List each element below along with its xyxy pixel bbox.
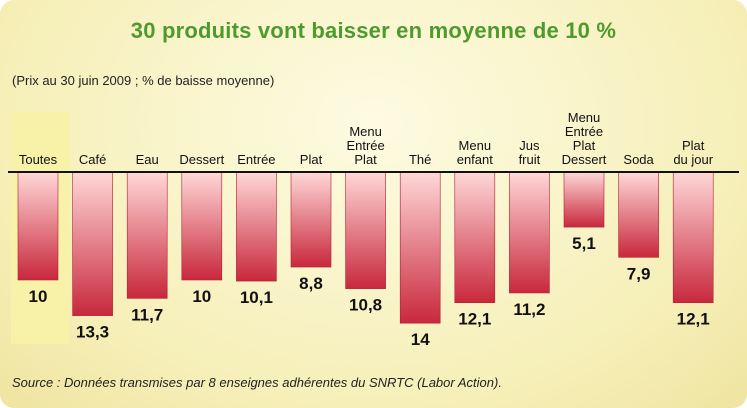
- category-label: Soda: [623, 152, 654, 167]
- value-label: 14: [411, 330, 430, 349]
- value-label: 7,9: [627, 264, 651, 283]
- bar: [399, 171, 441, 324]
- bars-layer: Toutes 10 Café 13,3 Eau 11,7 Dessert 10 Entrée 10…: [8, 110, 739, 349]
- category-label: Menu enfant: [457, 138, 494, 167]
- bar: [563, 171, 605, 228]
- category-label: Plat: [300, 152, 323, 167]
- bar: [509, 171, 550, 294]
- value-label: 12,1: [458, 310, 491, 329]
- category-label: Eau: [136, 152, 159, 167]
- category-label: Café: [79, 152, 106, 167]
- category-label: Toutes: [19, 152, 58, 167]
- value-label: 10,8: [349, 296, 382, 315]
- value-label: 11,7: [131, 305, 163, 324]
- bar: [181, 171, 223, 281]
- value-label: 11,2: [513, 300, 545, 319]
- value-label: 10: [192, 287, 211, 306]
- category-label: Entrée: [237, 152, 275, 167]
- value-label: 8,8: [299, 274, 323, 293]
- value-label: 10: [29, 287, 48, 306]
- bar: [236, 171, 277, 282]
- category-label: Dessert: [179, 152, 224, 167]
- value-label: 13,3: [76, 323, 109, 342]
- bar: [290, 171, 332, 268]
- chart-title: 30 produits vont baisser en moyenne de 1…: [130, 18, 617, 43]
- value-label: 12,1: [677, 310, 710, 329]
- bar: [126, 171, 168, 299]
- category-label: Menu Entrée Plat Dessert: [562, 110, 607, 167]
- category-label: Jus fruit: [519, 138, 541, 167]
- category-label: Plat du jour: [673, 138, 713, 167]
- bar: [72, 171, 113, 316]
- chart-source: Source : Données transmises par 8 enseig…: [12, 375, 502, 390]
- bar: [345, 171, 386, 289]
- bar: [17, 171, 59, 281]
- category-label: Menu Entrée Plat: [346, 124, 384, 167]
- chart-subtitle: (Prix au 30 juin 2009 ; % de baisse moye…: [12, 73, 275, 88]
- category-label: Thé: [409, 152, 431, 167]
- bar: [672, 171, 714, 303]
- value-label: 10,1: [240, 288, 273, 307]
- bar: [454, 171, 496, 303]
- bar: [618, 171, 659, 258]
- value-label: 5,1: [572, 234, 596, 253]
